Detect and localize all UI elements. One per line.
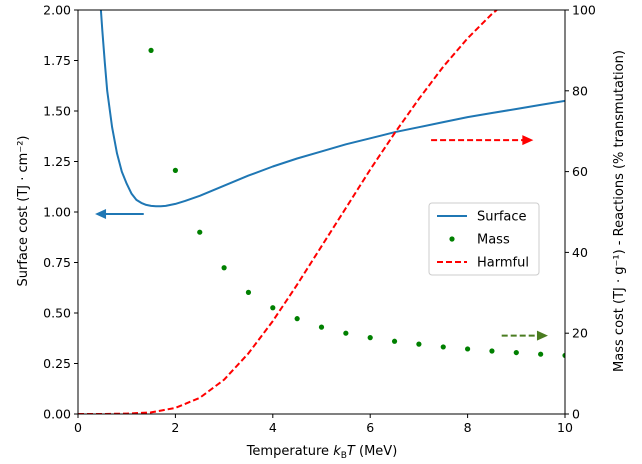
mass-point: [245, 289, 252, 295]
mass-point: [538, 351, 544, 357]
x-tick-label: 0: [74, 420, 82, 435]
y-left-tick-label: 1.50: [43, 104, 71, 119]
mass-point: [513, 349, 519, 356]
y-right-tick-label: 40: [572, 245, 588, 260]
y-left-tick-label: 0.75: [43, 255, 71, 270]
y-left-tick-label: 1.25: [43, 154, 71, 169]
legend-swatch-mass: [449, 236, 455, 242]
y-axis-left-label: Surface cost (TJ · cm⁻²): [16, 136, 31, 287]
surface-axis-arrow-head: [95, 209, 107, 220]
x-axis-label: Temperature kBT (MeV): [246, 444, 398, 461]
harmful-axis-arrow-head: [522, 135, 534, 146]
mass-point: [489, 348, 495, 354]
surface-series-line: [99, 10, 565, 208]
mass-point: [172, 167, 178, 173]
y-right-tick-label: 0: [572, 407, 580, 422]
legend-label-harmful: Harmful: [477, 256, 529, 271]
x-tick-label: 2: [171, 420, 179, 435]
x-tick-label: 8: [464, 420, 472, 435]
y-left-tick-label: 1.75: [43, 53, 71, 68]
x-tick-label: 6: [366, 420, 374, 435]
mass-point: [416, 341, 422, 347]
y-left-tick-label: 2.00: [43, 3, 71, 18]
y-left-tick-label: 0.00: [43, 407, 71, 422]
y-left-tick-label: 0.50: [43, 306, 71, 321]
x-tick-label: 4: [269, 420, 277, 435]
legend-frame: [428, 202, 540, 276]
y-left-tick-label: 1.00: [43, 205, 71, 220]
legend-label-mass: Mass: [477, 233, 510, 248]
axes-layer: 0 2 4 6 8 10 0.00 0.25 0.50 0.75 1.00 1.25 1.50 1.75 2…: [43, 3, 596, 436]
y-right-tick-label: 80: [572, 83, 588, 98]
y-right-tick-label: 20: [572, 326, 588, 341]
y-left-tick-label: 0.25: [43, 356, 71, 371]
x-axis-label-subscript: B: [341, 451, 347, 461]
mass-point: [197, 229, 203, 235]
mass-point: [221, 265, 227, 271]
mass-point: [562, 352, 565, 359]
legend-label-surface: Surface: [477, 210, 527, 225]
mass-point: [148, 47, 154, 54]
x-axis-label-text: Temperature: [246, 444, 329, 459]
x-axis-label-unit: (MeV): [359, 444, 397, 459]
mass-axis-arrow-head: [536, 330, 548, 341]
mass-point: [318, 324, 325, 330]
y-axis-right-label: Mass cost (TJ · g⁻¹) - Reactions (% tran…: [612, 50, 627, 372]
plot-layer: [78, 10, 565, 414]
mass-point: [343, 330, 349, 336]
mass-point: [391, 338, 398, 344]
legend: Surface Mass Harmful: [428, 202, 540, 276]
x-axis-label-symbol: k: [333, 444, 341, 459]
x-axis-label-variable: T: [347, 444, 356, 459]
mass-point: [294, 316, 300, 322]
x-tick-label: 10: [557, 420, 573, 435]
plot-area: [78, 10, 565, 414]
y-right-tick-label: 60: [572, 164, 588, 179]
mass-point: [440, 344, 446, 350]
y-right-tick-label: 100: [572, 3, 596, 18]
mass-point: [270, 305, 276, 311]
harmful-series-line: [78, 10, 498, 414]
mass-point: [465, 346, 471, 352]
mass-point: [367, 335, 373, 341]
